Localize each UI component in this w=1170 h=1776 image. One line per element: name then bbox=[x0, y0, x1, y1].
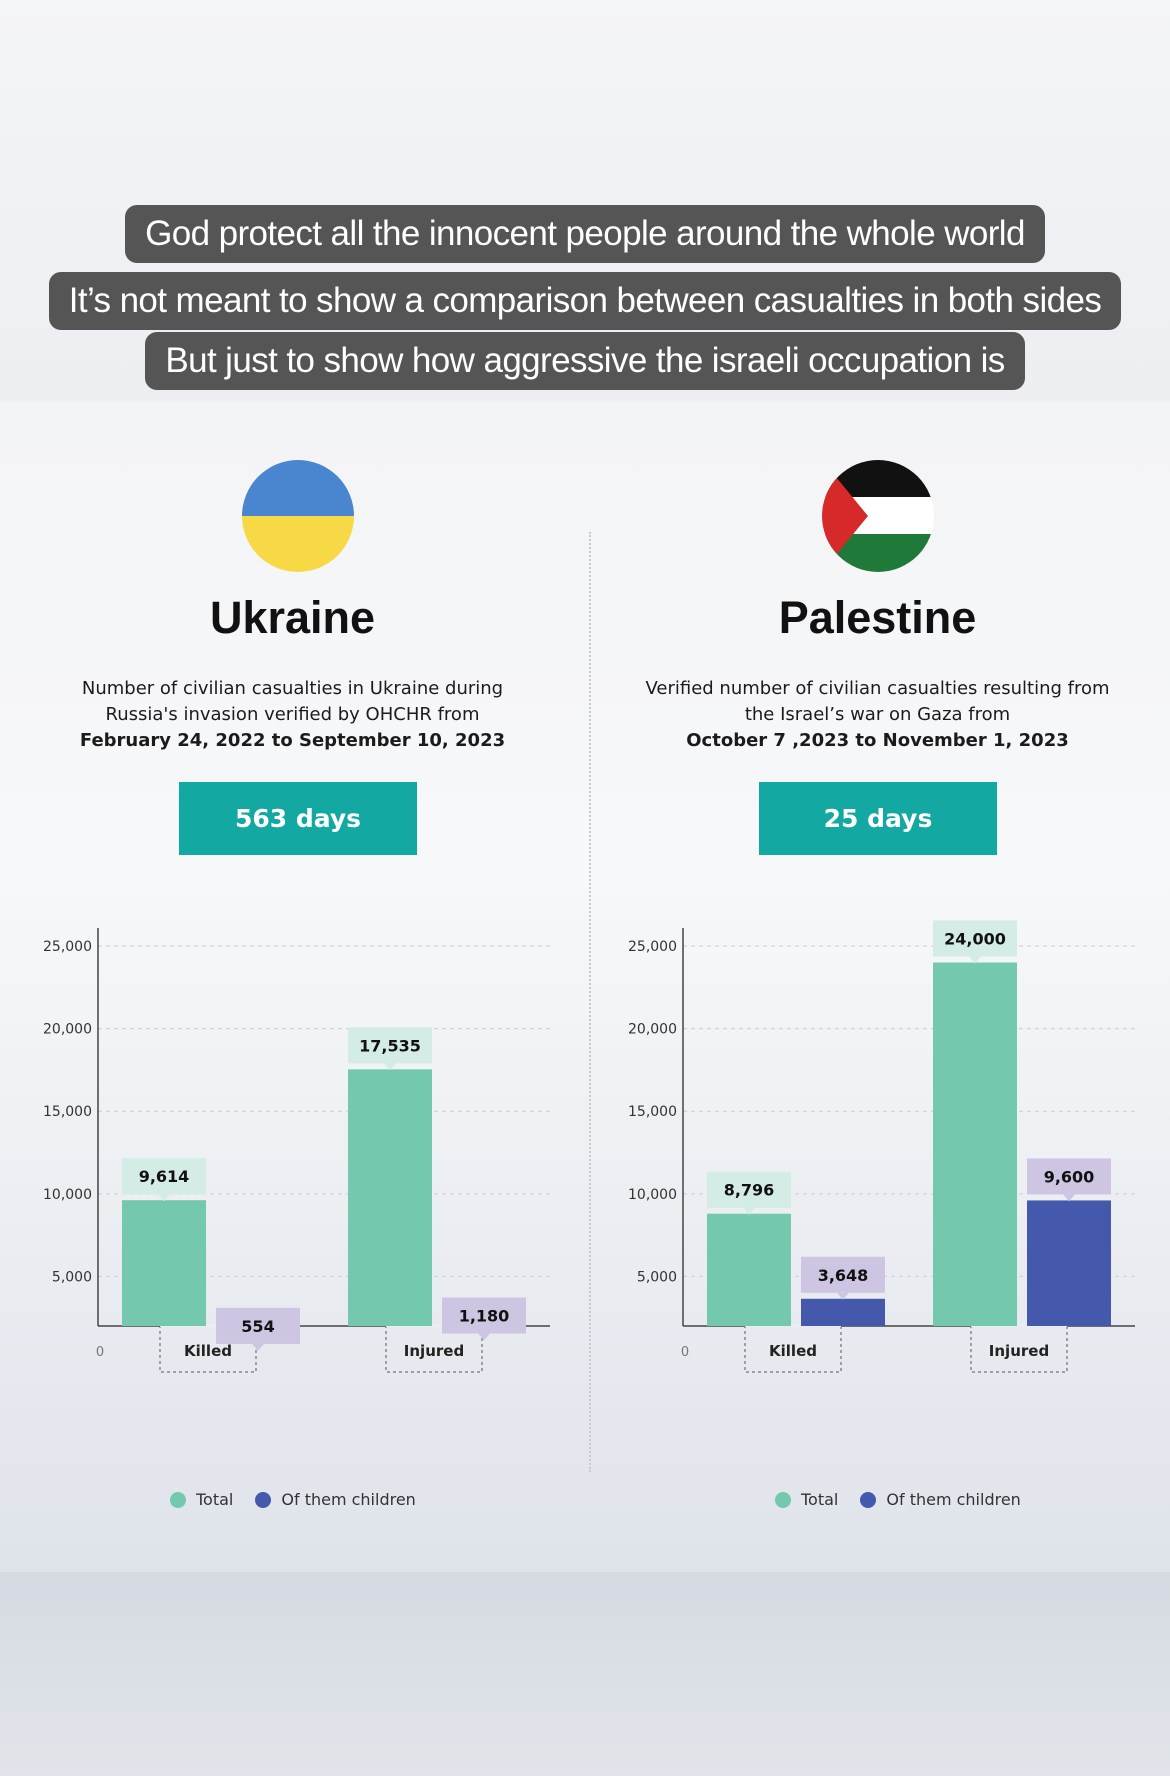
category-box-cap bbox=[971, 1324, 1067, 1327]
data-label-pointer bbox=[158, 1194, 170, 1202]
panel-description: Number of civilian casualties in Ukraine… bbox=[0, 676, 585, 754]
y-tick-label: 0 bbox=[96, 1345, 104, 1360]
legend-children-label: Of them children bbox=[281, 1490, 416, 1509]
data-label-pointer bbox=[743, 1207, 755, 1215]
bar-children bbox=[1027, 1200, 1111, 1326]
x-tick-label: Injured bbox=[989, 1342, 1049, 1360]
desc-line: the Israel’s war on Gaza from bbox=[744, 704, 1011, 725]
data-label-bg bbox=[707, 1171, 791, 1208]
bar-total bbox=[707, 1213, 791, 1326]
data-label-bg bbox=[801, 1256, 885, 1293]
data-label-bg bbox=[348, 1027, 432, 1064]
data-label-pointer bbox=[478, 1333, 490, 1341]
data-label: 3,648 bbox=[818, 1266, 869, 1285]
palestine-flag-icon bbox=[822, 460, 934, 572]
infographic: Ukraine Number of civilian casualties in… bbox=[0, 402, 1170, 1572]
y-tick-label: 0 bbox=[681, 1345, 689, 1360]
data-label-bg bbox=[442, 1297, 526, 1334]
caption-line: But just to show how aggressive the isra… bbox=[0, 332, 1170, 390]
y-tick-label: 25,000 bbox=[628, 939, 677, 955]
country-title: Ukraine bbox=[209, 592, 376, 643]
y-tick-label: 25,000 bbox=[43, 939, 92, 955]
y-tick-label: 10,000 bbox=[628, 1187, 677, 1203]
country-title: Palestine bbox=[778, 592, 977, 643]
y-tick-label: 20,000 bbox=[43, 1022, 92, 1038]
legend-children-swatch bbox=[255, 1491, 272, 1508]
days-badge: 563 days bbox=[179, 782, 417, 855]
legend-children-swatch bbox=[860, 1491, 877, 1508]
category-box-cap bbox=[745, 1324, 841, 1327]
legend-total-swatch bbox=[170, 1491, 186, 1508]
data-label-bg bbox=[1027, 1158, 1111, 1195]
panel-divider bbox=[589, 532, 591, 1472]
ukraine-bar-chart: 5,000 10,000 15,000 20,000 25,000 0 Killed 9,61… bbox=[43, 928, 550, 1373]
x-tick-label: Killed bbox=[769, 1342, 817, 1360]
y-tick-label: 15,000 bbox=[43, 1104, 92, 1120]
data-label-pointer bbox=[837, 1292, 849, 1300]
bar-total bbox=[348, 1069, 432, 1326]
data-label: 24,000 bbox=[944, 930, 1006, 949]
y-tick-label: 10,000 bbox=[43, 1187, 92, 1203]
legend-total-label: Total bbox=[196, 1490, 234, 1509]
bar-children bbox=[801, 1298, 885, 1326]
category-box-cap bbox=[160, 1324, 256, 1327]
data-label-pointer bbox=[969, 956, 981, 964]
legend-total-swatch bbox=[775, 1491, 791, 1508]
bar-total bbox=[122, 1200, 206, 1326]
data-label: 554 bbox=[241, 1317, 274, 1336]
category-box-cap bbox=[386, 1324, 482, 1327]
chart-legend: Total Of them children bbox=[775, 1490, 1021, 1509]
desc-line: Verified number of civilian casualties r… bbox=[645, 678, 1110, 699]
legend-children-label: Of them children bbox=[886, 1490, 1021, 1509]
caption-text: It’s not meant to show a comparison betw… bbox=[48, 272, 1122, 330]
data-label-bg bbox=[933, 920, 1017, 957]
ukraine-flag-icon bbox=[242, 460, 354, 572]
desc-line: Number of civilian casualties in Ukraine… bbox=[81, 678, 504, 699]
palestine-bar-chart: 5,000 10,000 15,000 20,000 25,000 0 Killed 8,79… bbox=[628, 920, 1135, 1373]
data-label: 9,600 bbox=[1044, 1167, 1095, 1186]
y-tick-label: 20,000 bbox=[628, 1022, 677, 1038]
data-label-bg bbox=[216, 1307, 300, 1344]
y-tick-label: 5,000 bbox=[637, 1269, 677, 1285]
x-tick-label: Injured bbox=[404, 1342, 464, 1360]
caption-text: But just to show how aggressive the isra… bbox=[145, 332, 1025, 390]
x-tick-label: Killed bbox=[184, 1342, 232, 1360]
chart-legend: Total Of them children bbox=[170, 1490, 416, 1509]
desc-line: Russia's invasion verified by OHCHR from bbox=[105, 704, 480, 725]
data-label: 17,535 bbox=[359, 1036, 421, 1055]
data-label-pointer bbox=[252, 1343, 264, 1351]
data-label: 9,614 bbox=[139, 1167, 190, 1186]
y-tick-label: 15,000 bbox=[628, 1104, 677, 1120]
caption-text: God protect all the innocent people arou… bbox=[125, 205, 1045, 263]
caption-line: It’s not meant to show a comparison betw… bbox=[0, 272, 1170, 330]
y-tick-label: 5,000 bbox=[52, 1269, 92, 1285]
desc-date-range: February 24, 2022 to September 10, 2023 bbox=[79, 730, 506, 751]
legend-total-label: Total bbox=[801, 1490, 839, 1509]
caption-area: God protect all the innocent people arou… bbox=[0, 0, 1170, 400]
days-badge: 25 days bbox=[759, 782, 997, 855]
caption-line: God protect all the innocent people arou… bbox=[0, 205, 1170, 263]
desc-date-range: October 7 ,2023 to November 1, 2023 bbox=[686, 730, 1069, 751]
data-label-pointer bbox=[384, 1063, 396, 1071]
panel-ukraine: Ukraine Number of civilian casualties in… bbox=[0, 402, 585, 1572]
panel-description: Verified number of civilian casualties r… bbox=[585, 676, 1170, 754]
data-label: 1,180 bbox=[459, 1307, 510, 1326]
data-label-pointer bbox=[1063, 1194, 1075, 1202]
panel-palestine: Palestine Verified number of civilian ca… bbox=[585, 402, 1170, 1572]
bar-total bbox=[933, 962, 1017, 1326]
data-label-bg bbox=[122, 1158, 206, 1195]
bottom-area bbox=[0, 1572, 1170, 1776]
data-label: 8,796 bbox=[724, 1181, 775, 1200]
